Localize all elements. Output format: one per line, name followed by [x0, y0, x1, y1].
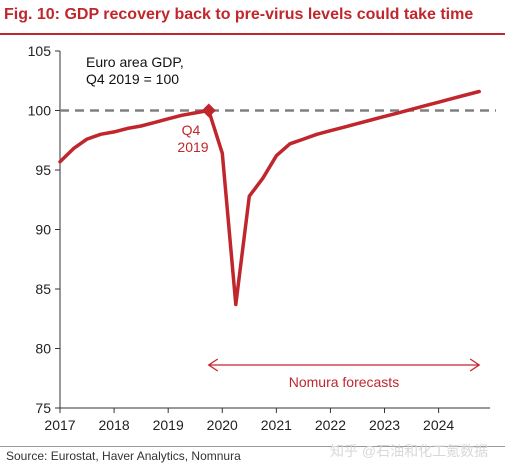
- x-tick-label: 2024: [423, 417, 454, 433]
- y-tick-label: 105: [28, 43, 52, 59]
- x-tick-label: 2023: [369, 417, 400, 433]
- y-tick-label: 95: [35, 162, 51, 178]
- x-tick-label: 2020: [207, 417, 238, 433]
- watermark-text: 知乎 @石油和化工氪数据: [330, 443, 489, 459]
- title-rule: [0, 33, 505, 35]
- y-tick-label: 85: [35, 281, 51, 297]
- chart-annotation-line2: Q4 2019 = 100: [86, 71, 179, 87]
- forecast-arrow-right-head: [469, 358, 481, 372]
- series-group: [58, 89, 481, 307]
- forecast-arrow-left-head: [207, 358, 219, 372]
- axes: 75 80 85 90 95 100 105 2017 2018 2019 2020 2021 2022…: [28, 43, 490, 433]
- footer-rule: [0, 446, 505, 447]
- x-tick-label: 2018: [99, 417, 130, 433]
- forecast-label: Nomura forecasts: [289, 374, 399, 390]
- chart-title: Fig. 10: GDP recovery back to pre-virus …: [4, 6, 474, 23]
- q4-2019-marker: [201, 103, 216, 118]
- gdp-line-chart: 75 80 85 90 95 100 105 2017 2018 2019 2020 2021 2022…: [28, 43, 496, 433]
- y-tick-label: 80: [35, 341, 51, 357]
- x-tick-label: 2019: [153, 417, 184, 433]
- y-tick-label: 100: [28, 103, 52, 119]
- gdp-series-line: [58, 89, 481, 307]
- marker-label-line2: 2019: [177, 139, 208, 155]
- y-tick-label: 90: [35, 222, 51, 238]
- x-tick-label: 2022: [315, 417, 346, 433]
- x-tick-label: 2021: [261, 417, 292, 433]
- x-tick-label: 2017: [44, 417, 75, 433]
- forecast-range-group: [207, 358, 481, 372]
- marker-label-line1: Q4: [182, 122, 201, 138]
- source-note: Source: Eurostat, Haver Analytics, Nomnu…: [6, 449, 241, 463]
- chart-annotation-line1: Euro area GDP,: [86, 54, 184, 70]
- y-tick-label: 75: [35, 400, 51, 416]
